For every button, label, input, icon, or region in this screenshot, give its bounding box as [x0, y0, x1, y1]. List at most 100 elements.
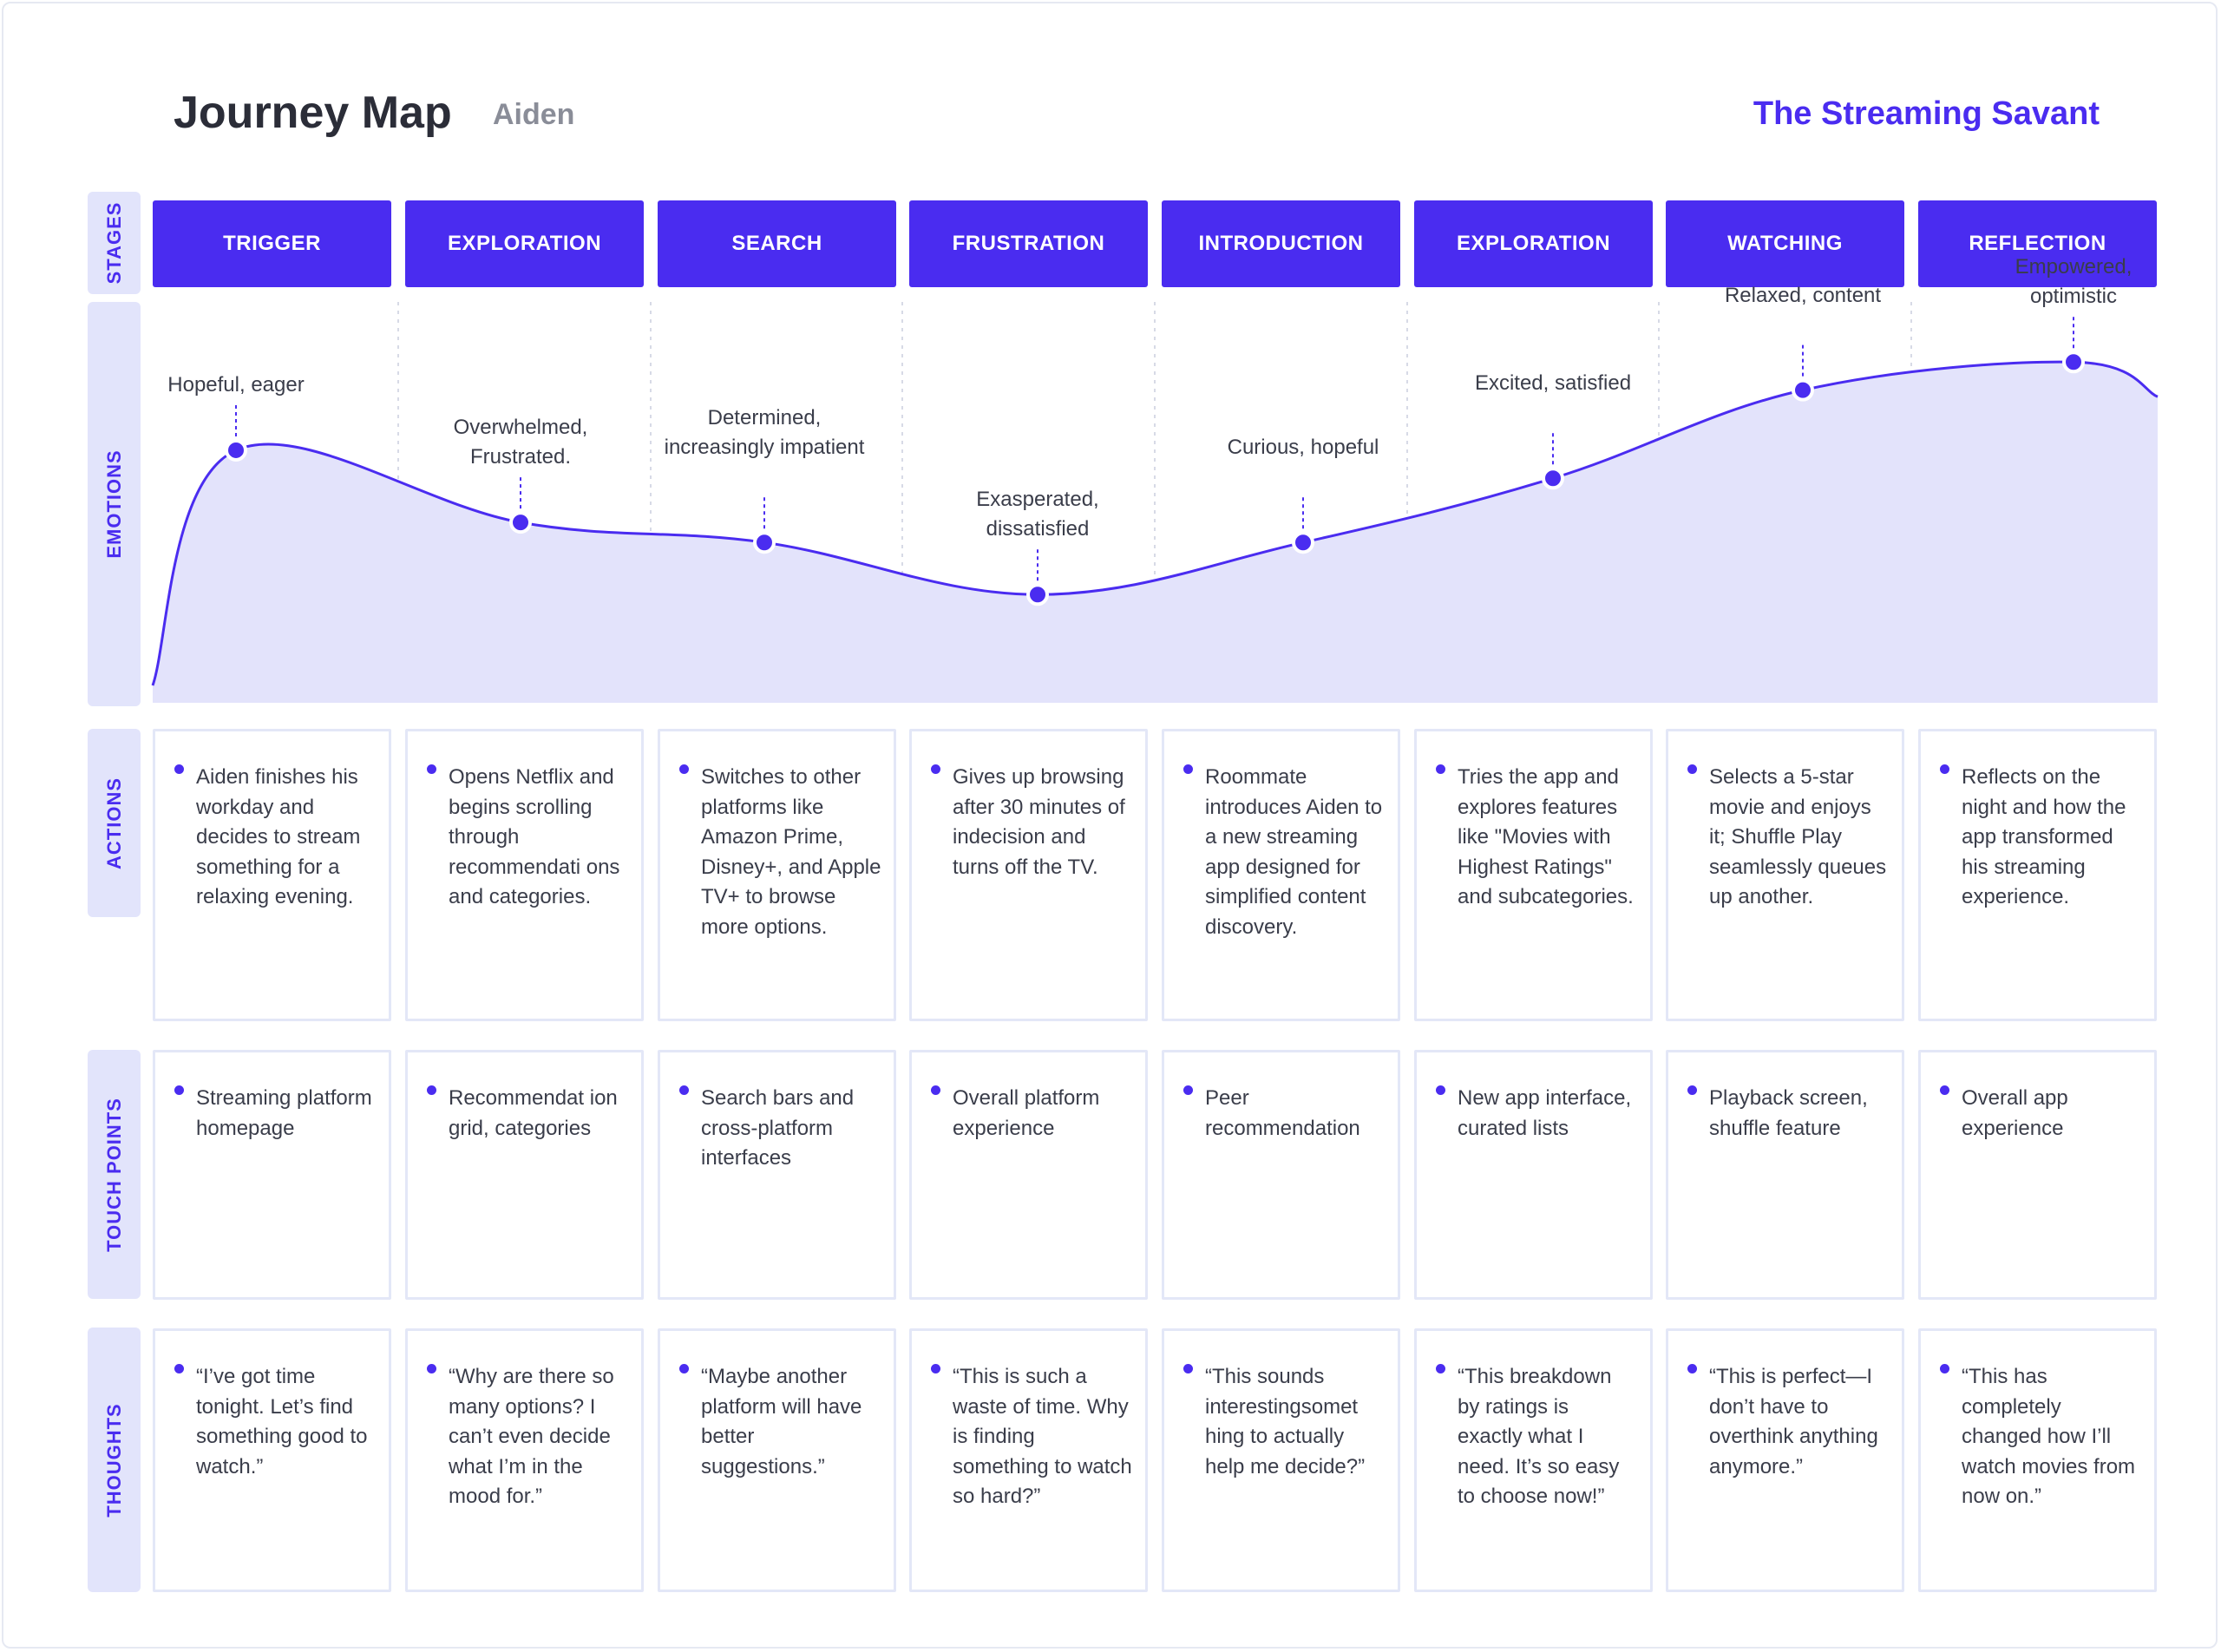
action-card: Selects a 5-star movie and enjoys it; Sh…: [1666, 729, 1904, 1021]
action-card: Roommate introduces Aiden to a new strea…: [1162, 729, 1400, 1021]
bullet-icon: [931, 1085, 940, 1095]
action-card: Reflects on the night and how the app tr…: [1918, 729, 2157, 1021]
bullet-icon: [427, 764, 436, 774]
thought-text: “This has completely changed how I’ll wa…: [1962, 1365, 2136, 1508]
action-text: Roommate introduces Aiden to a new strea…: [1205, 765, 1383, 939]
action-card: Aiden finishes his workday and decides t…: [153, 729, 391, 1021]
emotion-point: [1292, 531, 1314, 554]
row-label-thoughts: THOUGHTS: [88, 1328, 141, 1592]
action-text: Reflects on the night and how the app tr…: [1962, 765, 2126, 908]
touchpoint-text: Peer recommendation: [1205, 1086, 1360, 1140]
bullet-icon: [1436, 1364, 1445, 1373]
emotion-label: Hopeful, eager: [167, 372, 305, 397]
emotion-label: Relaxed, content: [1724, 283, 1882, 307]
thought-text: “This breakdown by ratings is exactly wh…: [1458, 1365, 1620, 1508]
emotion-point: [509, 511, 532, 534]
emotion-point: [2062, 351, 2085, 374]
touchpoint-card: Recommendat ion grid, categories: [405, 1050, 644, 1300]
thought-card: “This breakdown by ratings is exactly wh…: [1414, 1328, 1653, 1592]
bullet-icon: [174, 1364, 184, 1373]
emotion-label: Determined, increasingly impatient: [664, 406, 865, 460]
touchpoint-text: Search bars and cross-platform interface…: [701, 1086, 855, 1170]
stage-header: REFLECTION: [1918, 200, 2157, 287]
touchpoint-text: Streaming platform homepage: [196, 1086, 372, 1140]
action-text: Switches to other platforms like Amazon …: [701, 765, 881, 939]
stage-header: EXPLORATION: [1414, 200, 1653, 287]
emotion-point: [1542, 467, 1564, 490]
touchpoint-text: Recommendat ion grid, categories: [449, 1086, 618, 1140]
bullet-icon: [1183, 1085, 1193, 1095]
thought-card: “This is such a waste of time. Why is fi…: [909, 1328, 1148, 1592]
bullet-icon: [1940, 764, 1949, 774]
row-label-stages: STAGES: [88, 192, 141, 294]
bullet-icon: [427, 1364, 436, 1373]
emotion-label: Exasperated, dissatisfied: [976, 488, 1099, 541]
bullet-icon: [1940, 1085, 1949, 1095]
touchpoint-card: Overall platform experience: [909, 1050, 1148, 1300]
emotion-point: [1026, 583, 1049, 606]
emotion-point: [225, 438, 247, 462]
touchpoint-text: Overall app experience: [1962, 1086, 2068, 1140]
thought-card: “This sounds interestingsomet hing to ac…: [1162, 1328, 1400, 1592]
stage-header: SEARCH: [658, 200, 896, 287]
action-card: Tries the app and explores features like…: [1414, 729, 1653, 1021]
stage-header: FRUSTRATION: [909, 200, 1148, 287]
bullet-icon: [1183, 764, 1193, 774]
action-text: Gives up browsing after 30 minutes of in…: [953, 765, 1125, 879]
stage-header: TRIGGER: [153, 200, 391, 287]
emotion-point: [1792, 378, 1814, 402]
action-card: Opens Netflix and begins scrolling throu…: [405, 729, 644, 1021]
bullet-icon: [931, 764, 940, 774]
emotion-label: Excited, satisfied: [1474, 371, 1632, 396]
stage-header: EXPLORATION: [405, 200, 644, 287]
bullet-icon: [931, 1364, 940, 1373]
action-text: Aiden finishes his workday and decides t…: [196, 765, 361, 908]
thought-text: “I’ve got time tonight. Let’s find somet…: [196, 1365, 368, 1478]
action-card: Gives up browsing after 30 minutes of in…: [909, 729, 1148, 1021]
bullet-icon: [1940, 1364, 1949, 1373]
bullet-icon: [1687, 764, 1697, 774]
bullet-icon: [174, 1085, 184, 1095]
touchpoint-text: New app interface, curated lists: [1458, 1086, 1632, 1140]
action-text: Tries the app and explores features like…: [1458, 765, 1634, 908]
touchpoint-card: Streaming platform homepage: [153, 1050, 391, 1300]
bullet-icon: [427, 1085, 436, 1095]
emotion-area: [153, 362, 2158, 703]
stage-header: INTRODUCTION: [1162, 200, 1400, 287]
persona-name: Aiden: [493, 98, 575, 131]
touchpoint-card: Search bars and cross-platform interface…: [658, 1050, 896, 1300]
bullet-icon: [1436, 764, 1445, 774]
bullet-icon: [174, 764, 184, 774]
action-card: Switches to other platforms like Amazon …: [658, 729, 896, 1021]
thought-card: “This is perfect—I don’t have to overthi…: [1666, 1328, 1904, 1592]
action-text: Opens Netflix and begins scrolling throu…: [449, 765, 620, 908]
thought-card: “This has completely changed how I’ll wa…: [1918, 1328, 2157, 1592]
bullet-icon: [1687, 1364, 1697, 1373]
bullet-icon: [679, 1364, 689, 1373]
brand-title: The Streaming Savant: [1753, 95, 2100, 132]
emotion-label: Curious, hopeful: [1227, 436, 1379, 460]
emotion-label: Overwhelmed, Frustrated.: [453, 416, 588, 469]
thought-text: “Why are there so many options? I can’t …: [449, 1365, 614, 1508]
stage-header: WATCHING: [1666, 200, 1904, 287]
emotion-label: Empowered, optimistic: [2015, 255, 2133, 309]
bullet-icon: [679, 1085, 689, 1095]
page-title: Journey Map: [174, 88, 452, 138]
bullet-icon: [1436, 1085, 1445, 1095]
touchpoint-card: New app interface, curated lists: [1414, 1050, 1653, 1300]
thought-text: “Maybe another platform will have better…: [701, 1365, 862, 1478]
emotion-point: [753, 531, 776, 554]
thought-card: “Maybe another platform will have better…: [658, 1328, 896, 1592]
row-label-touchpoints: TOUCH POINTS: [88, 1050, 141, 1299]
thought-text: “This is such a waste of time. Why is fi…: [953, 1365, 1132, 1508]
thought-card: “I’ve got time tonight. Let’s find somet…: [153, 1328, 391, 1592]
thought-text: “This sounds interestingsomet hing to ac…: [1205, 1365, 1366, 1478]
touchpoint-card: Playback screen, shuffle feature: [1666, 1050, 1904, 1300]
thought-text: “This is perfect—I don’t have to overthi…: [1709, 1365, 1878, 1478]
row-label-emotions: EMOTIONS: [88, 302, 141, 706]
action-text: Selects a 5-star movie and enjoys it; Sh…: [1709, 765, 1887, 908]
touchpoint-card: Overall app experience: [1918, 1050, 2157, 1300]
touchpoint-text: Playback screen, shuffle feature: [1709, 1086, 1868, 1140]
